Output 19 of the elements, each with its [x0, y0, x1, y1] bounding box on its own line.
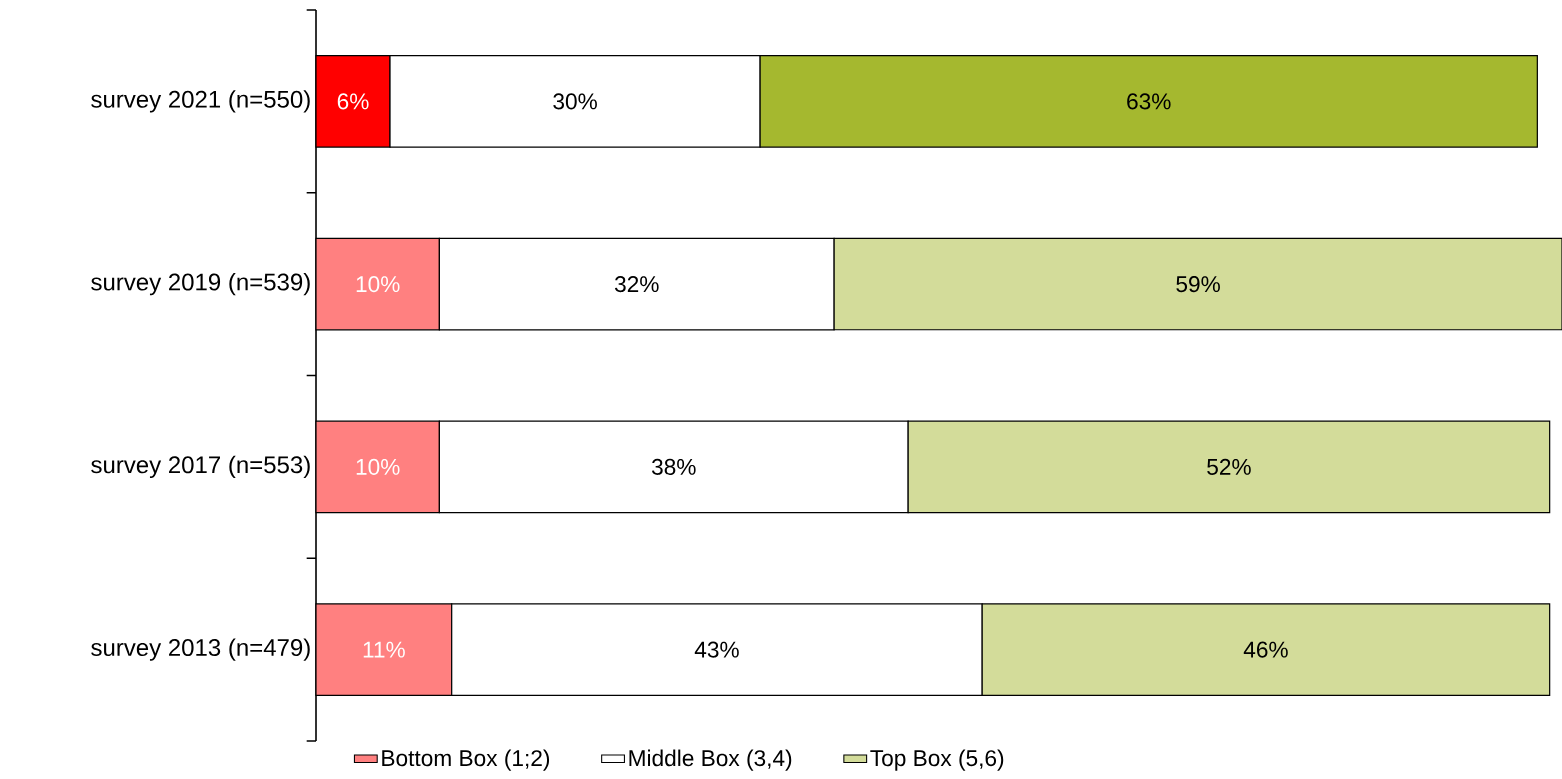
- data-label: 6%: [337, 93, 369, 110]
- data-label: 46%: [1243, 641, 1288, 658]
- y-tick-label: survey 2013 (n=479): [91, 638, 310, 661]
- data-label: 38%: [651, 458, 696, 475]
- legend-label: Top Box (5,6): [870, 749, 1004, 771]
- data-label: 52%: [1207, 458, 1251, 475]
- data-label: 11%: [363, 641, 405, 658]
- data-label: 32%: [614, 276, 659, 293]
- legend-label: Middle Box (3,4): [629, 749, 792, 771]
- y-tick-label: survey 2019 (n=539): [91, 272, 310, 296]
- data-label: 10%: [356, 276, 400, 293]
- data-label: 10%: [356, 458, 400, 475]
- y-tick-label: survey 2021 (n=550): [91, 90, 310, 113]
- y-tick-label: survey 2017 (n=553): [91, 455, 310, 479]
- data-label: 30%: [553, 93, 597, 110]
- legend-label: Bottom Box (1;2): [382, 749, 550, 771]
- data-label: 59%: [1176, 276, 1220, 293]
- data-label: 43%: [694, 641, 739, 658]
- data-label: 63%: [1127, 93, 1171, 110]
